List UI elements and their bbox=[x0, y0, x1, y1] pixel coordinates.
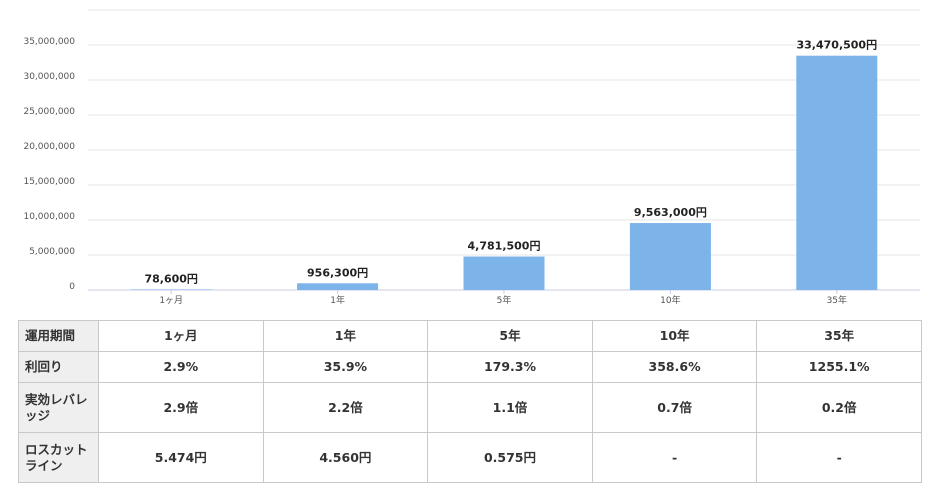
table-cell: 1ヶ月 bbox=[98, 320, 264, 352]
table-cell: 1年 bbox=[262, 320, 429, 352]
bar bbox=[297, 283, 379, 290]
x-tick-label: 10年 bbox=[660, 294, 680, 306]
row-header: 利回り bbox=[18, 351, 99, 383]
table-row: ロスカットライン 5.474円 4.560円 0.575円 - - bbox=[18, 432, 922, 483]
y-tick-label: 20,000,000 bbox=[23, 142, 75, 152]
bar bbox=[463, 256, 545, 290]
table-cell: 1255.1% bbox=[756, 351, 922, 383]
data-label: 78,600円 bbox=[144, 272, 197, 285]
bar bbox=[130, 289, 212, 290]
table-cell: - bbox=[591, 432, 758, 483]
row-header: ロスカットライン bbox=[18, 432, 99, 483]
y-tick-label: 25,000,000 bbox=[23, 107, 75, 117]
table-cell: 0.2倍 bbox=[756, 382, 922, 433]
bar-chart: 0 5,000,000 10,000,000 15,000,000 20,000,000… bbox=[23, 9, 920, 306]
table-cell: 2.9% bbox=[98, 351, 264, 383]
table-cell: 2.2倍 bbox=[262, 382, 429, 433]
table-cell: 35.9% bbox=[262, 351, 429, 383]
y-tick-label: 35,000,000 bbox=[23, 37, 75, 47]
table-cell: 4.560円 bbox=[262, 432, 429, 483]
table-row: 実効レバレッジ 2.9倍 2.2倍 1.1倍 0.7倍 0.2倍 bbox=[18, 382, 922, 433]
data-label: 33,470,500円 bbox=[797, 39, 878, 52]
y-tick-label: 5,000,000 bbox=[29, 247, 75, 257]
y-tick-label: 10,000,000 bbox=[23, 212, 75, 222]
table-cell: 2.9倍 bbox=[98, 382, 264, 433]
data-label: 9,563,000円 bbox=[634, 206, 707, 219]
data-table: 運用期間 1ヶ月 1年 5年 10年 35年 利回り 2.9% 35.9% 17… bbox=[18, 320, 922, 483]
row-header: 実効レバレッジ bbox=[18, 382, 99, 433]
y-tick-label: 30,000,000 bbox=[23, 72, 75, 82]
table-cell: - bbox=[756, 432, 922, 483]
x-tick-label: 35年 bbox=[827, 294, 847, 306]
table-cell: 1.1倍 bbox=[427, 382, 593, 433]
table-cell: 179.3% bbox=[427, 351, 593, 383]
table-cell: 0.7倍 bbox=[591, 382, 758, 433]
table-cell: 0.575円 bbox=[427, 432, 593, 483]
table-cell: 35年 bbox=[756, 320, 922, 352]
bar bbox=[796, 55, 878, 291]
data-label: 956,300円 bbox=[307, 266, 368, 279]
table-row: 利回り 2.9% 35.9% 179.3% 358.6% 1255.1% bbox=[18, 351, 922, 383]
table-cell: 5.474円 bbox=[98, 432, 264, 483]
table-row: 運用期間 1ヶ月 1年 5年 10年 35年 bbox=[18, 320, 922, 352]
table-cell: 358.6% bbox=[591, 351, 758, 383]
y-tick-label: 0 bbox=[69, 282, 75, 292]
x-tick-label: 5年 bbox=[497, 294, 512, 306]
bar bbox=[629, 223, 711, 290]
row-header: 運用期間 bbox=[18, 320, 99, 352]
y-tick-label: 15,000,000 bbox=[23, 177, 75, 187]
data-label: 4,781,500円 bbox=[468, 240, 541, 253]
table-cell: 10年 bbox=[591, 320, 758, 352]
x-tick-label: 1ヶ月 bbox=[159, 295, 183, 306]
x-tick-label: 1年 bbox=[330, 294, 345, 306]
table-cell: 5年 bbox=[427, 320, 593, 352]
